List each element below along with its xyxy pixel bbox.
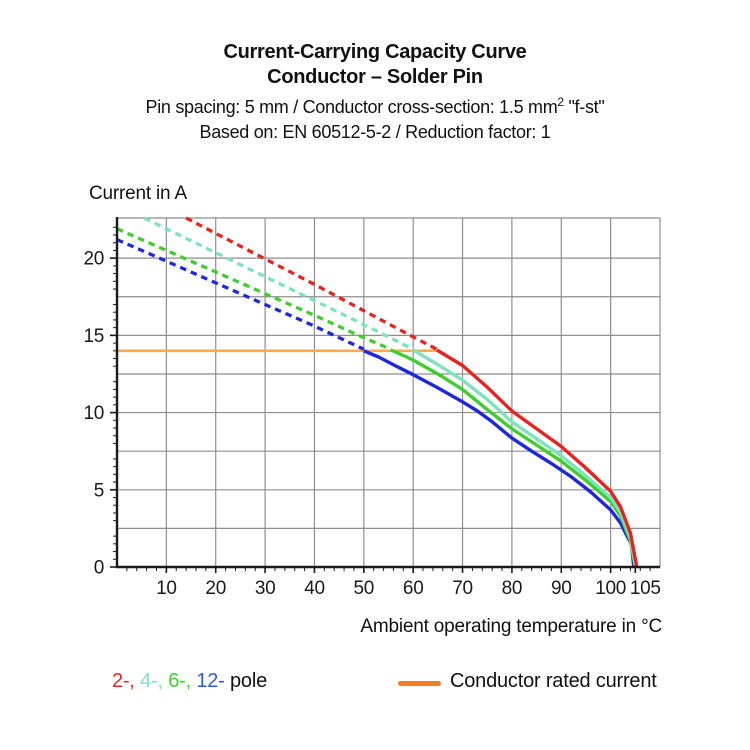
- svg-text:20: 20: [205, 578, 226, 599]
- title-block: Current-Carrying Capacity Curve Conducto…: [0, 40, 750, 145]
- legend-pole-item: 6-,: [168, 670, 197, 692]
- svg-text:15: 15: [83, 326, 104, 347]
- axes: [110, 217, 660, 573]
- svg-text:0: 0: [94, 558, 104, 579]
- legend-pole-suffix: pole: [230, 670, 268, 692]
- superscript-2: 2: [557, 95, 564, 109]
- svg-text:20: 20: [83, 249, 104, 270]
- svg-text:5: 5: [94, 480, 104, 501]
- svg-text:100: 100: [595, 578, 626, 599]
- legend-pole-item: 2-,: [112, 670, 141, 692]
- chart-subtitle-line1: Pin spacing: 5 mm / Conductor cross-sect…: [145, 95, 605, 117]
- series-4-pole: [143, 216, 638, 568]
- series-2-pole: [185, 216, 639, 568]
- chart-title-line2: Conductor – Solder Pin: [267, 66, 483, 88]
- svg-text:10: 10: [156, 578, 177, 599]
- legend-pole-item: 12-: [196, 670, 230, 692]
- legend-pole-item: 4-,: [140, 670, 169, 692]
- x-axis-title: Ambient operating temperature in °C: [360, 616, 662, 637]
- chart-title-line1: Current-Carrying Capacity Curve: [223, 41, 527, 63]
- svg-text:50: 50: [354, 578, 375, 599]
- svg-text:30: 30: [255, 578, 276, 599]
- svg-text:80: 80: [502, 578, 523, 599]
- svg-text:60: 60: [403, 578, 424, 599]
- svg-text:90: 90: [551, 578, 572, 599]
- legend-row: 2-, 4-, 6-, 12- pole Conductor rated cur…: [0, 670, 750, 696]
- y-axis-title: Current in A: [89, 183, 187, 204]
- svg-text:40: 40: [304, 578, 325, 599]
- pole-count-legend: 2-, 4-, 6-, 12- pole: [112, 670, 267, 693]
- svg-text:10: 10: [83, 403, 104, 424]
- chart-subtitle-line2: Based on: EN 60512-5-2 / Reduction facto…: [199, 122, 551, 142]
- grid: [117, 217, 661, 567]
- series-6-pole: [116, 227, 637, 568]
- x-tick-labels: 10 20 30 40 50 60 70 80 90 100 105: [156, 578, 661, 599]
- rated-current-legend-line: [398, 681, 441, 686]
- series-12-pole: [116, 238, 636, 568]
- svg-text:105: 105: [630, 578, 661, 599]
- svg-text:70: 70: [452, 578, 473, 599]
- rated-current-legend-label: Conductor rated current: [450, 670, 657, 692]
- y-tick-labels: 0 5 10 15 20: [83, 249, 104, 579]
